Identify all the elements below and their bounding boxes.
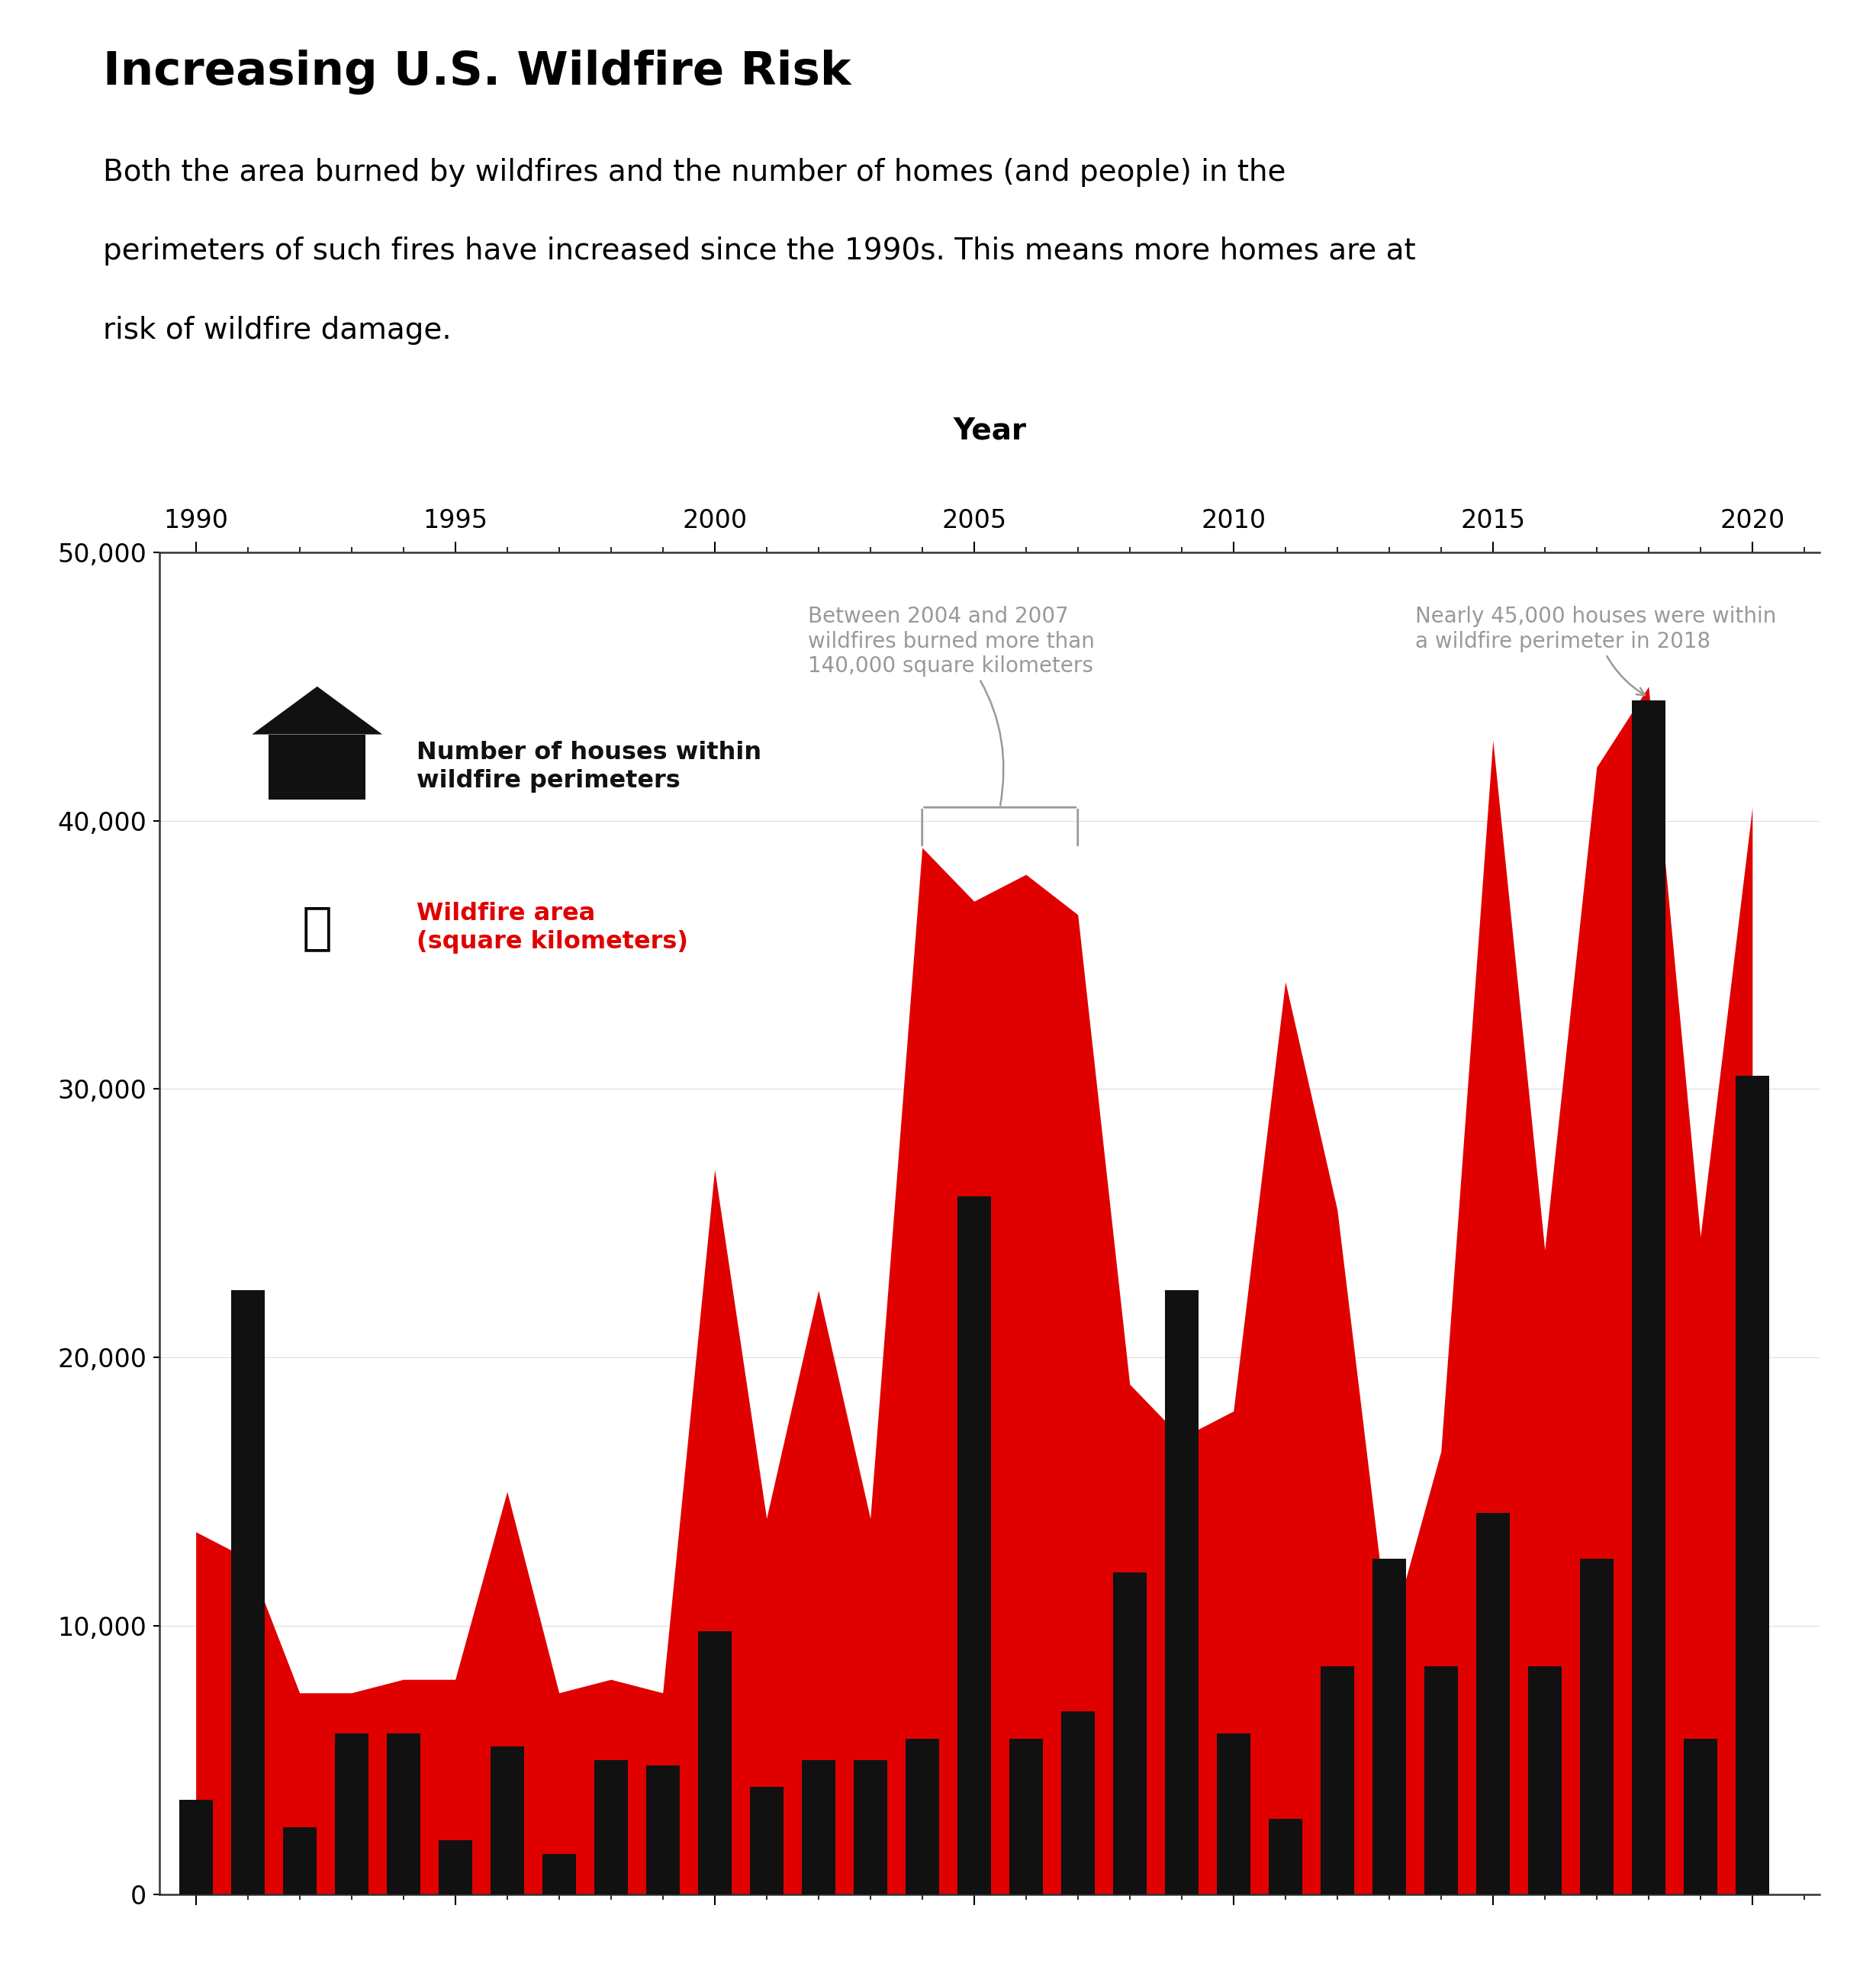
Text: perimeters of such fires have increased since the 1990s. This means more homes a: perimeters of such fires have increased … (103, 237, 1416, 266)
Bar (1165, 1290, 1199, 1894)
FancyBboxPatch shape (268, 734, 366, 799)
Bar (1268, 1819, 1302, 1894)
Text: Nearly 45,000 houses were within
a wildfire perimeter in 2018: Nearly 45,000 houses were within a wildf… (1415, 606, 1777, 694)
Bar (542, 1855, 576, 1894)
Bar (1527, 1665, 1561, 1894)
Text: Wildfire area
(square kilometers): Wildfire area (square kilometers) (416, 902, 688, 955)
Bar (231, 1290, 265, 1894)
Text: Both the area burned by wildfires and the number of homes (and people) in the: Both the area burned by wildfires and th… (103, 158, 1287, 187)
Bar (1371, 1559, 1405, 1894)
Bar (1009, 1738, 1043, 1894)
Bar (1424, 1665, 1458, 1894)
Bar (698, 1632, 732, 1894)
Bar (1062, 1713, 1096, 1894)
Bar (906, 1738, 940, 1894)
Text: Between 2004 and 2007
wildfires burned more than
140,000 square kilometers: Between 2004 and 2007 wildfires burned m… (809, 606, 1096, 805)
Bar (957, 1196, 991, 1894)
Bar (178, 1799, 212, 1894)
X-axis label: Year: Year (953, 416, 1026, 446)
Bar (1112, 1572, 1146, 1894)
Bar (439, 1841, 473, 1894)
Bar (1735, 1075, 1769, 1894)
Bar (1216, 1732, 1249, 1894)
Text: Increasing U.S. Wildfire Risk: Increasing U.S. Wildfire Risk (103, 49, 852, 95)
Bar (334, 1732, 368, 1894)
Bar (1683, 1738, 1717, 1894)
Bar (1632, 700, 1666, 1894)
Bar (854, 1760, 887, 1894)
Bar (386, 1732, 420, 1894)
Text: risk of wildfire damage.: risk of wildfire damage. (103, 316, 452, 345)
Text: 🔥: 🔥 (302, 904, 332, 953)
Bar (645, 1766, 679, 1894)
Text: Number of houses within
wildfire perimeters: Number of houses within wildfire perimet… (416, 742, 762, 793)
Bar (490, 1746, 523, 1894)
Bar (750, 1788, 784, 1894)
Bar (595, 1760, 628, 1894)
Bar (801, 1760, 835, 1894)
Bar (1476, 1513, 1510, 1894)
Polygon shape (251, 687, 383, 734)
Bar (283, 1827, 317, 1894)
Bar (1321, 1665, 1354, 1894)
Bar (1580, 1559, 1613, 1894)
